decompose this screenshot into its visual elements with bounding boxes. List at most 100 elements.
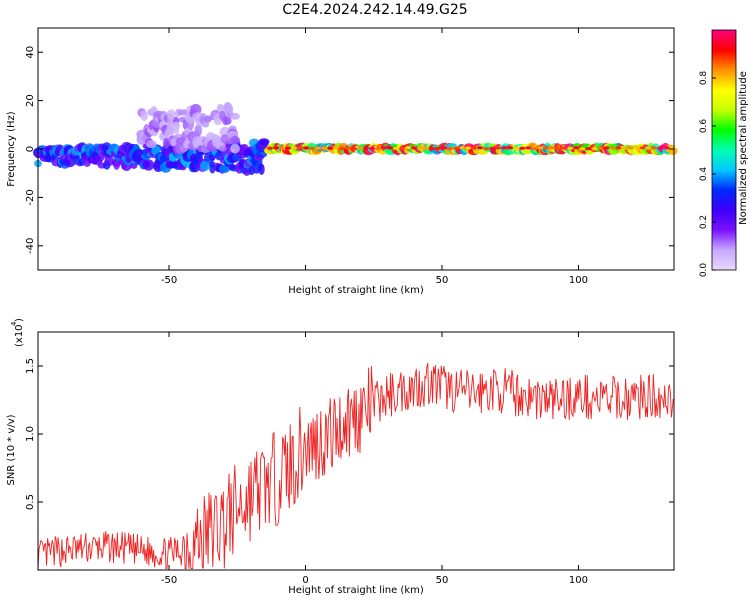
colorbar-tick-label: 0.4 <box>699 167 709 182</box>
snr-y-tick-label: 0.5 <box>25 494 36 510</box>
spectrogram-cell <box>405 146 412 150</box>
spectrogram-cell <box>142 159 155 171</box>
spectrogram-cell <box>140 110 148 122</box>
spectrogram-y-ticks: -40 -20 0 20 40 <box>25 46 674 254</box>
spectrogram-cell <box>309 146 316 150</box>
spectrogram-cell <box>315 146 322 150</box>
spectrogram-y-tick-label: 0 <box>25 146 36 152</box>
spectrogram-y-tick-label: 40 <box>25 46 36 59</box>
spectrogram-cell <box>465 146 472 150</box>
spectrogram-cell <box>525 146 532 150</box>
spectrogram-cell <box>567 146 574 150</box>
spectrogram-cell <box>489 146 496 151</box>
spectrogram-cell <box>259 139 269 146</box>
spectrogram-cell <box>297 146 304 150</box>
spectrogram-cell <box>230 112 240 120</box>
spectrogram-cell <box>171 121 181 131</box>
spectrogram-cell <box>357 146 364 150</box>
spectrogram-x-tick-label: 50 <box>436 275 449 286</box>
spectrogram-cell <box>194 124 203 137</box>
spectrogram-cell <box>321 146 328 150</box>
spectrogram-x-tick-label: -50 <box>161 275 177 286</box>
spectrogram-cell <box>267 146 274 150</box>
spectrogram-cell <box>615 146 622 150</box>
snr-multiplier-exponent: 4 <box>10 321 18 326</box>
spectrogram-cell <box>633 146 640 150</box>
spectrogram-cell <box>573 146 580 150</box>
spectrogram-cell <box>651 146 658 150</box>
spectrogram-cells <box>32 102 678 176</box>
spectrogram-cell <box>230 135 240 145</box>
colorbar-gradient <box>711 29 737 271</box>
spectrogram-x-label: Height of straight line (km) <box>288 285 424 296</box>
spectrogram-cell <box>459 146 466 150</box>
spectrogram-cell <box>104 156 115 166</box>
spectrogram-panel: -50 50 100 -40 -20 0 20 40 Height of straight … <box>6 27 678 296</box>
spectrogram-cell <box>218 145 227 152</box>
spectrogram-cell <box>597 146 604 150</box>
spectrogram-cell <box>369 146 376 151</box>
spectrogram-cell <box>256 150 268 158</box>
snr-y-tick-label: 1.5 <box>25 358 36 374</box>
spectrogram-cell <box>146 140 157 149</box>
spectrogram-cell <box>627 146 634 150</box>
snr-x-ticks: -50 0 50 100 <box>161 332 588 586</box>
colorbar-tick-label: 0.0 <box>699 263 709 278</box>
spectrogram-x-ticks: -50 50 100 <box>161 28 588 286</box>
spectrogram-cell <box>339 147 346 151</box>
spectrogram-cell <box>273 146 280 150</box>
spectrogram-cell <box>579 147 586 151</box>
colorbar: 0.0 0.2 0.4 0.6 0.8 Normalized spectral ampl… <box>699 29 749 278</box>
spectrogram-cell <box>447 146 454 151</box>
spectrogram-cell <box>327 146 334 150</box>
snr-frame <box>37 331 675 571</box>
spectrogram-cell <box>279 146 286 150</box>
colorbar-tick-label: 0.6 <box>699 119 709 134</box>
spectrogram-cell <box>351 147 358 151</box>
spectrogram-cell <box>609 146 616 150</box>
spectrogram-cell <box>230 143 240 154</box>
spectrogram-cell <box>639 146 646 150</box>
spectrogram-cell <box>477 146 484 150</box>
spectrogram-y-tick-label: -20 <box>25 189 36 205</box>
snr-x-tick-label: 0 <box>302 575 308 586</box>
snr-multiplier-base: (x10 <box>14 324 25 347</box>
spectrogram-cell <box>531 147 538 151</box>
spectrogram-cell <box>227 105 234 114</box>
spectrogram-cell <box>543 146 550 150</box>
spectrogram-cell <box>417 146 424 150</box>
spectrogram-cell <box>113 160 120 170</box>
spectrogram-cell <box>345 146 352 150</box>
spectrogram-cell <box>209 161 216 168</box>
spectrogram-cell <box>591 147 598 151</box>
spectrogram-cell <box>549 146 556 150</box>
spectrogram-cell <box>519 146 526 150</box>
figure-title: C2E4.2024.242.14.49.G25 <box>282 2 467 18</box>
snr-y-ticks: 0.5 1.0 1.5 <box>25 358 674 510</box>
spectrogram-cell <box>399 146 406 151</box>
spectrogram-cell <box>501 146 508 150</box>
spectrogram-cell <box>471 146 478 150</box>
colorbar-tick-label: 0.8 <box>699 71 709 86</box>
spectrogram-cell <box>160 154 167 163</box>
snr-panel: -50 0 50 100 0.5 1.0 1.5 Height of straight l… <box>6 318 675 596</box>
spectrogram-cell <box>537 146 544 150</box>
snr-x-tick-label: -50 <box>161 575 177 586</box>
snr-x-label: Height of straight line (km) <box>288 585 424 596</box>
spectrogram-cell <box>381 146 388 150</box>
spectrogram-y-tick-label: 20 <box>25 94 36 107</box>
spectrogram-cell <box>603 146 610 150</box>
spectrogram-cell <box>223 116 232 125</box>
snr-x-tick-label: 50 <box>436 575 449 586</box>
snr-background <box>38 332 674 570</box>
spectrogram-cell <box>200 160 211 171</box>
spectrogram-cell <box>303 146 310 150</box>
spectrogram-cell <box>621 146 628 150</box>
snr-multiplier: (x10 4 ) <box>10 318 25 347</box>
spectrogram-cell <box>411 146 418 150</box>
spectrogram-cell <box>645 146 652 150</box>
spectrogram-cell <box>333 146 340 150</box>
spectrogram-cell <box>507 146 514 150</box>
spectrogram-cell <box>441 146 448 150</box>
spectrogram-cell <box>375 146 382 151</box>
